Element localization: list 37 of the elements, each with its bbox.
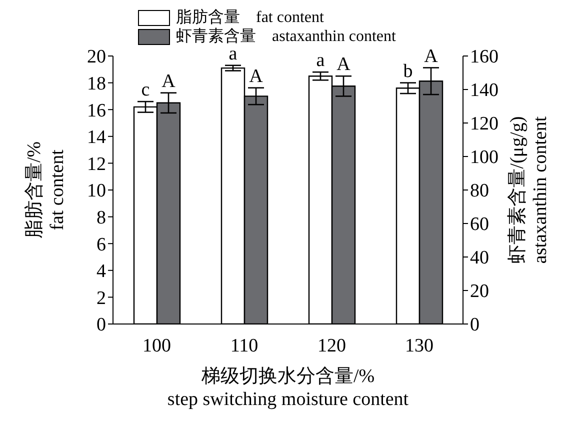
legend-label: 虾青素含量 astaxanthin content: [176, 27, 396, 46]
y2-tick-label: 100: [470, 147, 498, 168]
y-tick-label: 16: [87, 100, 106, 122]
x-tick-label: 110: [230, 335, 258, 356]
y-tick-label: 14: [87, 127, 106, 148]
y2-tick-label: 20: [470, 281, 489, 302]
data-label: A: [249, 66, 264, 87]
y-tick-label: 4: [96, 261, 106, 282]
data-label: c: [141, 80, 150, 101]
data-label: A: [336, 54, 351, 76]
legend-label: 脂肪含量 fat content: [176, 8, 324, 27]
y2-tick-label: 120: [470, 114, 498, 135]
y-tick-label: 6: [96, 234, 106, 256]
y2-axis-title: 虾青素含量/(μg/g) astaxanthin content: [507, 116, 551, 264]
data-label: A: [162, 70, 176, 92]
x-tick-label: 120: [318, 335, 346, 356]
y-axis-title: 脂肪含量/% fat content: [24, 141, 68, 239]
y2-tick-label: 60: [470, 214, 489, 236]
data-label: b: [403, 60, 413, 82]
data-label: a: [228, 43, 238, 64]
y-tick-label: 12: [87, 154, 106, 175]
data-label: a: [316, 50, 326, 72]
y2-tick-label: 40: [470, 248, 489, 269]
y-tick-label: 0: [96, 314, 106, 336]
y-tick-label: 20: [87, 46, 106, 68]
y-tick-label: 8: [96, 208, 106, 229]
y2-tick-label: 160: [470, 46, 498, 68]
y2-tick-label: 140: [470, 80, 498, 102]
x-tick-label: 100: [142, 335, 171, 356]
x-tick-label: 130: [405, 335, 434, 356]
data-label: A: [424, 46, 438, 67]
y-tick-label: 2: [96, 288, 106, 309]
y2-tick-label: 80: [470, 180, 489, 202]
y-tick-label: 10: [87, 180, 106, 202]
y2-tick-label: 0: [470, 314, 480, 336]
y-tick-label: 18: [87, 74, 106, 95]
x-axis-title: 梯级切换水分含量/% step switching moisture content: [167, 366, 410, 410]
